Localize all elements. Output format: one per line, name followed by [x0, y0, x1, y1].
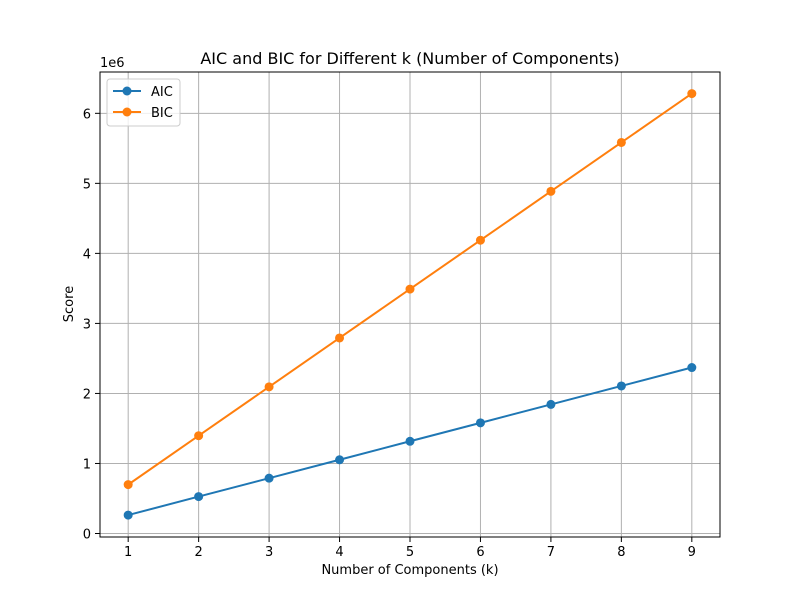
- bic-point: [616, 137, 626, 147]
- chart-title: AIC and BIC for Different k (Number of C…: [200, 49, 619, 68]
- bic-point: [405, 284, 415, 294]
- aic-point: [123, 510, 133, 520]
- grid-layer: [100, 72, 720, 537]
- legend-bic-label: BIC: [151, 106, 173, 121]
- x-tick-label: 1: [124, 545, 132, 560]
- y-tick-label: 5: [83, 177, 91, 192]
- y-tick-label: 4: [83, 247, 91, 262]
- y-tick-label: 3: [83, 317, 91, 332]
- x-tick-label: 4: [335, 545, 343, 560]
- y-tick-label: 6: [83, 107, 91, 122]
- bic-point: [475, 235, 485, 245]
- series-layer: [123, 89, 697, 520]
- aic-point: [405, 436, 415, 446]
- x-tick-label: 2: [194, 545, 202, 560]
- bic-point: [264, 382, 274, 392]
- aic-point: [194, 492, 204, 502]
- x-tick-label: 5: [406, 545, 414, 560]
- bic-point: [546, 186, 556, 196]
- aic-point: [264, 473, 274, 483]
- bic-point: [335, 333, 345, 343]
- y-tick-label: 1: [83, 457, 91, 472]
- bic-point: [194, 431, 204, 441]
- x-tick-label: 7: [547, 545, 555, 560]
- aic-point: [475, 418, 485, 428]
- legend-bic-marker: [122, 107, 132, 117]
- bic-point: [123, 480, 133, 490]
- aic-point: [335, 455, 345, 465]
- legend-aic-marker: [122, 86, 132, 96]
- aic-point: [687, 363, 697, 373]
- aic-point: [546, 399, 556, 409]
- x-axis-label: Number of Components (k): [321, 563, 498, 578]
- legend-aic-label: AIC: [151, 85, 173, 100]
- x-tick-label: 8: [617, 545, 625, 560]
- aic-point: [616, 381, 626, 391]
- y-axis-offset-label: 1e6: [100, 56, 125, 71]
- y-tick-label: 0: [83, 527, 91, 542]
- y-axis-label: Score: [62, 286, 77, 322]
- tick-layer: 1 2 3 4 5 6 7 8 9 0 1 2 3 4 5 6: [83, 107, 696, 560]
- x-tick-label: 3: [265, 545, 273, 560]
- bic-point: [687, 89, 697, 99]
- x-tick-label: 9: [688, 545, 696, 560]
- y-tick-label: 2: [83, 387, 91, 402]
- x-tick-label: 6: [476, 545, 484, 560]
- legend: AIC BIC: [106, 78, 181, 127]
